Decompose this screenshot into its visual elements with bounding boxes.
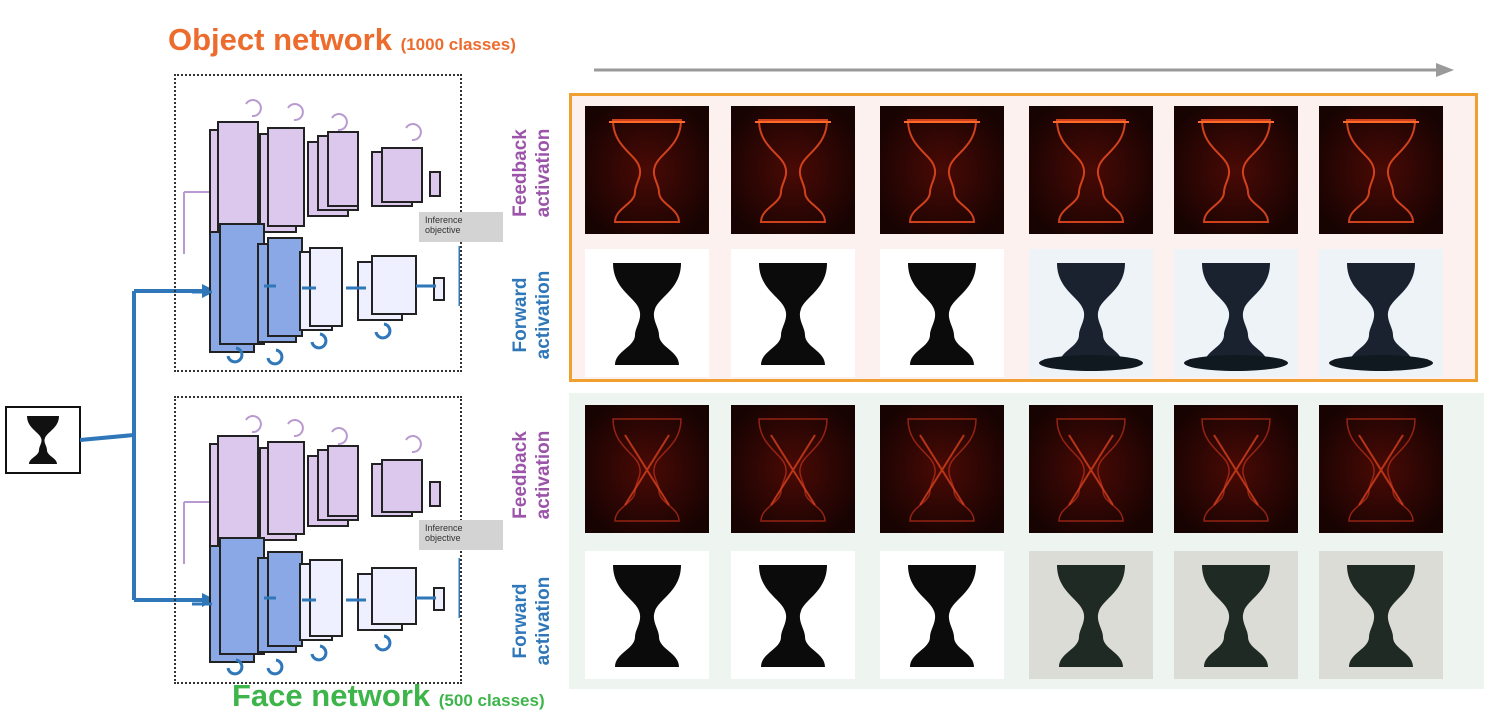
faces-silhouette-1	[585, 551, 709, 679]
heatmap-vase-4	[1029, 106, 1153, 234]
faces-silhouette-2	[731, 551, 855, 679]
heatmap-faces-5	[1174, 405, 1298, 533]
rubin-vase-icon	[27, 416, 59, 464]
heatmap-vase-2	[731, 106, 855, 234]
heatmap-faces-6	[1319, 405, 1443, 533]
heatmap-vase-5	[1174, 106, 1298, 234]
object-feedback-label: Feedback activation	[510, 128, 554, 218]
network-layers-graphic	[183, 415, 462, 676]
face-forward-label: Forward activation	[510, 576, 554, 666]
vase-silhouette-1	[585, 249, 709, 377]
heatmap-faces-1	[585, 405, 709, 533]
face-feedback-label: Feedback activation	[510, 430, 554, 520]
faces-texture-5	[1174, 551, 1298, 679]
input-image	[5, 406, 81, 474]
vase-photo-4	[1029, 249, 1153, 377]
vase-silhouette-2	[731, 249, 855, 377]
heatmap-vase-1	[585, 106, 709, 234]
arrow-right-icon	[594, 63, 1454, 77]
heatmap-faces-4	[1029, 405, 1153, 533]
inference-objective-tag: Inference objective	[419, 520, 503, 550]
faces-texture-6	[1319, 551, 1443, 679]
vase-silhouette-3	[880, 249, 1004, 377]
vase-photo-6	[1319, 249, 1443, 377]
face-network-diagram	[174, 396, 462, 684]
heatmap-vase-6	[1319, 106, 1443, 234]
object-forward-label: Forward activation	[510, 270, 554, 360]
object-network-title: Object network (1000 classes)	[168, 22, 516, 57]
network-layers-graphic	[183, 99, 462, 366]
heatmap-faces-2	[731, 405, 855, 533]
heatmap-vase-3	[880, 106, 1004, 234]
vase-photo-5	[1174, 249, 1298, 377]
object-network-diagram	[174, 74, 462, 372]
faces-texture-4	[1029, 551, 1153, 679]
faces-silhouette-3	[880, 551, 1004, 679]
heatmap-faces-3	[880, 405, 1004, 533]
inference-objective-tag: Inference objective	[419, 212, 503, 242]
